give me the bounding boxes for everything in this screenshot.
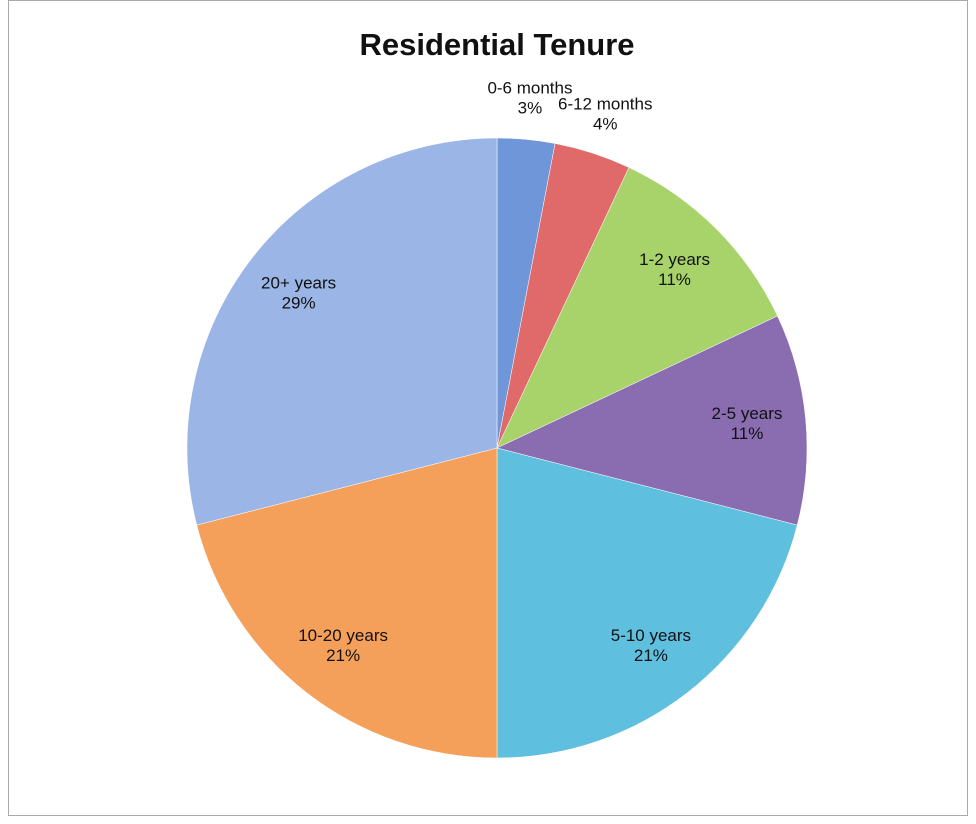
pie-slice [496, 167, 778, 449]
pie-slice [196, 447, 498, 759]
slice-label: 1-2 years [639, 250, 710, 269]
slice-value-label: 29% [282, 294, 316, 313]
slice-value-label: 21% [634, 646, 668, 665]
slice-value-label: 11% [658, 270, 691, 289]
slice-value-label: 4% [593, 114, 618, 133]
slice-value-label: 3% [518, 99, 543, 118]
slice-label: 2-5 years [712, 404, 783, 423]
slice-label: 5-10 years [611, 626, 691, 645]
slice-value-label: 21% [326, 646, 360, 665]
pie-slice [186, 137, 498, 526]
pie-slice [496, 447, 798, 759]
slice-label: 20+ years [261, 274, 336, 293]
pie-slice [496, 315, 808, 526]
slice-label: 6-12 months [558, 94, 653, 113]
slice-label: 10-20 years [298, 626, 388, 645]
slice-label: 0-6 months [487, 79, 572, 98]
slice-value-label: 11% [731, 424, 764, 443]
chart-title: Residential Tenure [359, 27, 634, 62]
